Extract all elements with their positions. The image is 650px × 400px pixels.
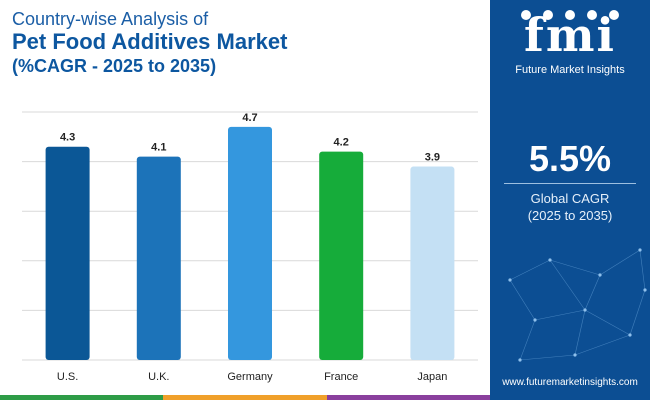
global-cagr-period: (2025 to 2035) [527, 208, 613, 223]
divider [504, 183, 636, 184]
bar-value-label: 3.9 [425, 152, 440, 164]
x-tick-label: France [324, 371, 358, 383]
sidebar-panel: fmi Future Market Insights 5.5% Global C… [490, 0, 650, 400]
footer-segment-purple [326, 395, 490, 400]
global-cagr-label: Global CAGR [530, 191, 610, 206]
bar-germany [228, 126, 272, 360]
x-tick-label: U.K. [148, 371, 169, 383]
footer-color-bar [0, 395, 490, 400]
title-line-1: Country-wise Analysis of [12, 9, 209, 29]
bar-japan [410, 166, 455, 360]
bar-value-label: 4.1 [151, 142, 166, 154]
x-tick-label: U.S. [57, 371, 78, 383]
bar-france [319, 151, 364, 360]
bar-value-label: 4.2 [334, 137, 349, 149]
global-cagr-value: 5.5% [528, 138, 612, 179]
company-name: Future Market Insights [515, 64, 625, 76]
footer-segment-green [0, 395, 164, 400]
title-line-2: Pet Food Additives Market [12, 29, 288, 54]
x-tick-label: Japan [417, 371, 447, 383]
bar-value-label: 4.3 [60, 132, 75, 144]
website-link[interactable]: www.futuremarketinsights.com [502, 377, 638, 388]
title-line-3: (%CAGR - 2025 to 2035) [12, 56, 217, 76]
bar-value-label: 4.7 [242, 112, 257, 124]
title-block: Country-wise Analysis of Pet Food Additi… [12, 8, 482, 78]
bar-uk [136, 156, 181, 360]
bar-us [45, 146, 90, 360]
bar-chart: 4.3 U.S. 4.1 U.K. 4.7 Germany 4.2 France 3.9 Japa… [22, 111, 478, 383]
footer-segment-orange [163, 395, 327, 400]
logo-text: fmi [524, 8, 616, 62]
network-decoration [508, 248, 647, 362]
logo-icons [521, 10, 619, 20]
fmi-logo: fmi Future Market Insights [490, 6, 650, 76]
x-tick-label: Germany [227, 371, 273, 383]
